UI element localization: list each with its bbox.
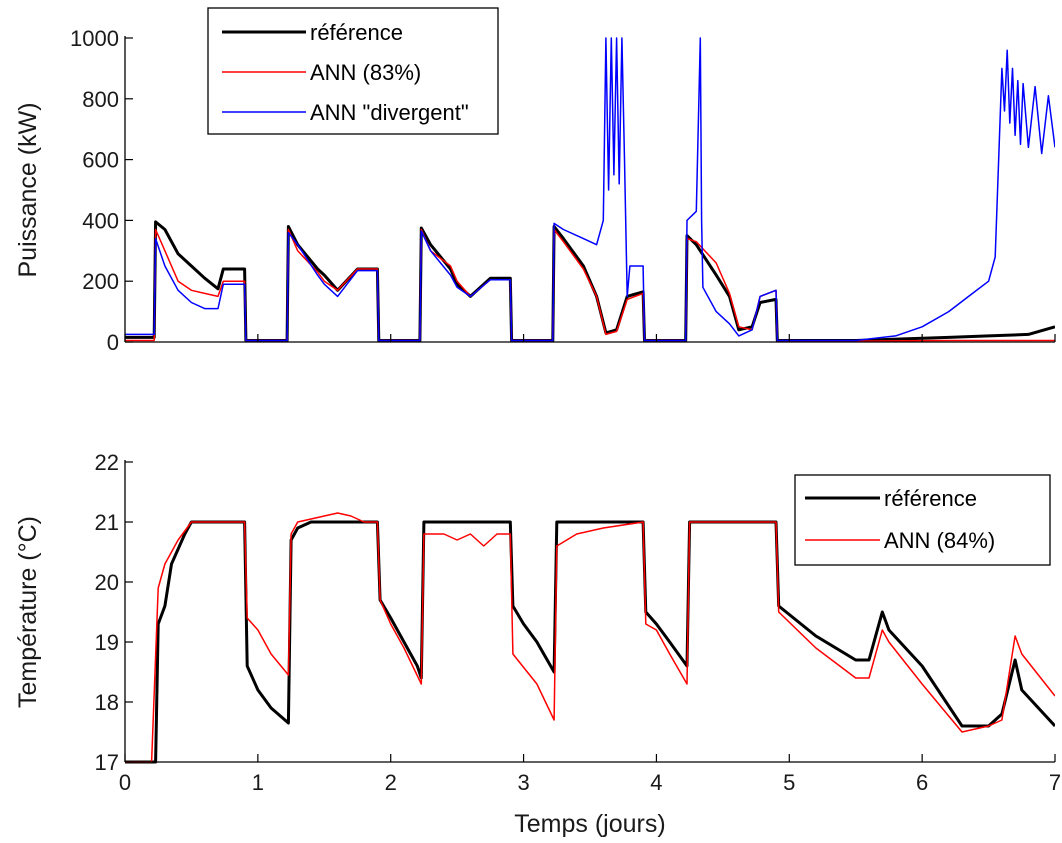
power-legend: référence ANN (83%) ANN "divergent": [207, 7, 499, 135]
legend-entry-label: référence: [884, 486, 977, 511]
temperature-plot-lines: [125, 512, 1055, 764]
x-tick-label: 4: [650, 770, 662, 795]
series-line-1: [125, 520, 1055, 764]
y-tick-label: 400: [82, 208, 119, 233]
power-chart: 0 200 400 600 800 1000 Puissance (kW) référen…: [14, 7, 1056, 355]
y-tick-label: 19: [95, 630, 119, 655]
x-tick-label: 2: [385, 770, 397, 795]
legend-entry-label: ANN "divergent": [310, 100, 469, 125]
x-tick-label: 3: [517, 770, 529, 795]
y-tick-label: 22: [95, 450, 119, 475]
y-tick-label: 0: [107, 330, 119, 355]
power-axes: 0 200 400 600 800 1000: [70, 26, 1056, 355]
x-tick-label: 0: [119, 770, 131, 795]
series-line-1: [125, 220, 1055, 342]
legend-entry-label: ANN (84%): [884, 528, 995, 553]
power-plot-lines: [125, 37, 1055, 342]
legend-box: [794, 474, 1051, 566]
series-line-2: [125, 512, 1055, 763]
y-tick-label: 21: [95, 510, 119, 535]
legend-box: [207, 7, 499, 135]
temperature-y-axis-label: Température (°C): [14, 516, 42, 708]
legend-entry-label: ANN (83%): [310, 60, 421, 85]
temperature-axes: 17 18 19 20 21 22 0 1 2 3 4 5 6 7: [95, 450, 1062, 795]
x-tick-label: 6: [916, 770, 928, 795]
x-tick-label: 7: [1049, 770, 1061, 795]
y-tick-label: 20: [95, 570, 119, 595]
power-y-axis-label: Puissance (kW): [14, 102, 42, 277]
y-tick-label: 18: [95, 690, 119, 715]
x-tick-label: 5: [783, 770, 795, 795]
y-tick-label: 200: [82, 269, 119, 294]
temperature-chart: 17 18 19 20 21 22 0 1 2 3 4 5 6 7 Température (°C) Te…: [14, 450, 1061, 838]
temperature-x-axis-label: Temps (jours): [514, 810, 665, 838]
y-tick-label: 800: [82, 87, 119, 112]
temperature-legend: référence ANN (84%): [794, 474, 1051, 566]
y-tick-label: 17: [95, 750, 119, 775]
y-tick-label: 600: [82, 148, 119, 173]
x-tick-label: 1: [252, 770, 264, 795]
series-line-3: [125, 37, 1055, 342]
legend-entry-label: référence: [310, 20, 403, 45]
y-tick-label: 1000: [70, 26, 119, 51]
